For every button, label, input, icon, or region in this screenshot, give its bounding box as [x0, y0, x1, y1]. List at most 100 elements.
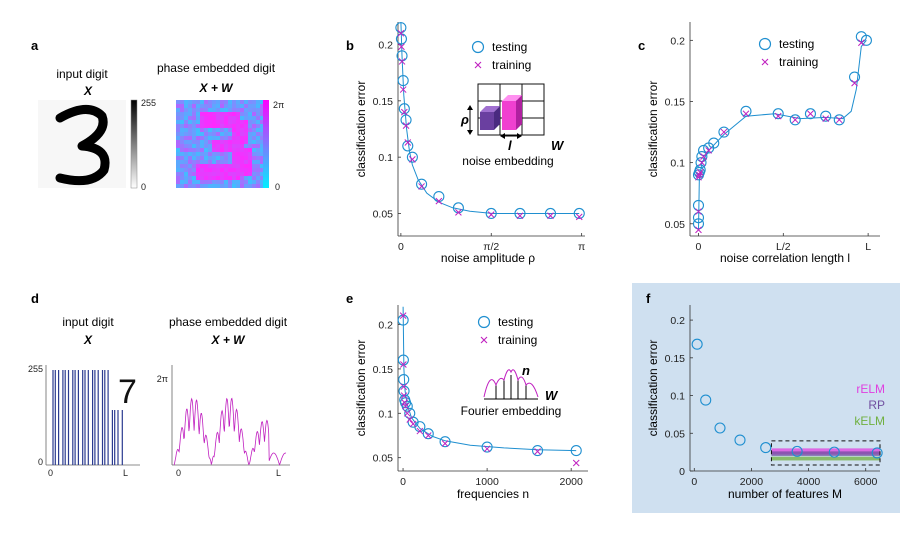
y-tick-label: 0.2: [670, 315, 685, 327]
noise-pixel: [176, 120, 180, 124]
point-training: [399, 86, 407, 93]
noise-pixel: [204, 108, 208, 112]
noise-pixel: [212, 184, 216, 188]
point-training: [742, 110, 750, 118]
noise-pixel: [220, 124, 224, 128]
point-testing: [573, 207, 585, 220]
noise-pixel: [252, 128, 256, 132]
inset-rho-label: ρ: [460, 112, 469, 127]
noise-pixel: [188, 140, 192, 144]
noise-pixel: [176, 148, 180, 152]
noise-pixel: [256, 180, 260, 184]
noise-pixel: [204, 104, 208, 108]
point-training: [424, 432, 432, 439]
legend-testing-label: testing: [498, 315, 533, 329]
x-tick-label: L: [865, 241, 871, 253]
d-ymin: 0: [38, 457, 43, 467]
x-tick-label: 0: [400, 476, 406, 488]
point-training: [822, 115, 830, 122]
noise-pixel: [224, 112, 228, 116]
noise-pixel: [180, 104, 184, 108]
noise-pixel: [176, 184, 180, 188]
noise-pixel: [252, 184, 256, 188]
noise-pixel: [240, 116, 244, 120]
x-tick-label: 0: [696, 241, 702, 253]
noise-pixel: [256, 136, 260, 140]
y-tick-label: 0.15: [373, 96, 394, 108]
noise-pixel: [236, 176, 240, 180]
noise-pixel: [240, 176, 244, 180]
noise-pixel: [248, 156, 252, 160]
noise-pixel: [204, 100, 208, 104]
point-training: [404, 139, 412, 146]
chart-c: 0 L/2 L 0.05 0.1 0.15 0.2 noise correlation len…: [646, 22, 880, 265]
x-tick-label: 2000: [560, 476, 584, 488]
inset-l-label: l: [508, 138, 512, 153]
point-training: [696, 169, 704, 176]
x-tick-label: L/2: [776, 241, 791, 253]
noise-pixel: [208, 160, 212, 164]
noise-pixel: [248, 152, 252, 156]
noise-pixel: [252, 140, 256, 144]
noise-pixel: [224, 104, 228, 108]
noise-pixel: [208, 144, 212, 148]
noise-pixel: [212, 156, 216, 160]
noise-pixel: [240, 136, 244, 140]
noise-pixel: [196, 156, 200, 160]
noise-pixel: [228, 160, 232, 164]
y-tick-label: 0.05: [373, 453, 394, 465]
fit-line: [698, 39, 867, 230]
noise-pixel: [232, 116, 236, 120]
noise-pixel: [216, 112, 220, 116]
noise-pixel: [200, 152, 204, 156]
noise-pixel: [256, 108, 260, 112]
point-testing: [532, 445, 544, 457]
point-testing: [692, 218, 705, 230]
point-training: [398, 43, 405, 51]
noise-pixel: [224, 164, 228, 168]
noise-pixel: [192, 100, 196, 104]
noise-pixel: [204, 132, 208, 136]
point-rELM: [871, 447, 883, 459]
noise-pixel: [220, 160, 224, 164]
d-phase-max: 2π: [157, 374, 168, 384]
noise-pixel: [252, 172, 256, 176]
noise-pixel: [200, 148, 204, 152]
noise-pixel: [176, 100, 180, 104]
y-tick-label: 0.2: [670, 35, 685, 47]
noise-pixel: [176, 124, 180, 128]
noise-pixel: [240, 164, 244, 168]
noise-pixel: [248, 120, 252, 124]
noise-pixel: [192, 148, 196, 152]
noise-pixel: [260, 144, 264, 148]
noise-pixel: [232, 112, 236, 116]
noise-pixel: [204, 124, 208, 128]
noise-pixel: [260, 156, 264, 160]
tall-bar-front: [502, 101, 516, 130]
noise-pixel: [260, 176, 264, 180]
legend-training-marker: [474, 61, 482, 69]
noise-pixel: [212, 124, 216, 128]
noise-pixel: [180, 100, 184, 104]
noise-pixel: [232, 136, 236, 140]
point-testing: [692, 199, 705, 211]
noise-pixel: [260, 168, 264, 172]
y-tick-label: 0.2: [378, 40, 393, 52]
point-testing: [740, 105, 752, 117]
point-training: [534, 448, 541, 455]
noise-pixel: [204, 128, 208, 132]
noise-pixel: [184, 140, 188, 144]
d-phase-xmax: L: [276, 468, 281, 478]
point-training: [695, 226, 702, 234]
noise-pixel: [244, 120, 248, 124]
noise-pixel: [176, 164, 180, 168]
noise-pixel: [204, 168, 208, 172]
noise-pixel: [220, 128, 224, 132]
noise-pixel: [192, 144, 196, 148]
noise-pixel: [188, 112, 192, 116]
x-tick-label: 4000: [797, 476, 821, 488]
panel-letter-d: d: [31, 291, 39, 306]
noise-pixel: [212, 128, 216, 132]
point-testing: [849, 71, 861, 83]
noise-pixel: [232, 184, 236, 188]
